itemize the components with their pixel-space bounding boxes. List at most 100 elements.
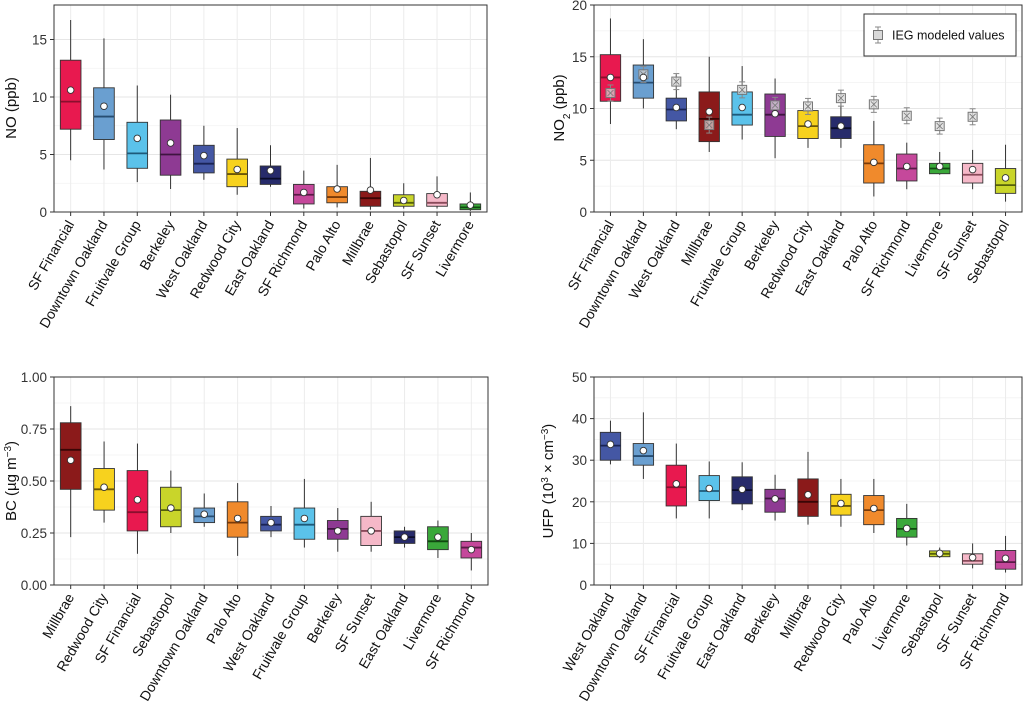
mean-point bbox=[1001, 174, 1010, 182]
mean-point bbox=[333, 185, 341, 193]
mean-point bbox=[903, 162, 911, 171]
mean-point bbox=[400, 533, 409, 541]
modeled-marker-x bbox=[804, 103, 812, 110]
mean-point bbox=[837, 122, 845, 130]
y-axis-title: NO2 (ppb) bbox=[551, 74, 573, 141]
mean-point bbox=[804, 120, 812, 128]
y-tick-label: 15 bbox=[572, 50, 587, 65]
mean-point bbox=[935, 549, 944, 558]
mean-point bbox=[434, 533, 442, 541]
mean-point bbox=[66, 456, 75, 464]
y-tick-label: 40 bbox=[572, 412, 587, 427]
mean-point bbox=[233, 165, 241, 174]
modeled-marker-x bbox=[673, 78, 680, 85]
y-tick-label: 5 bbox=[39, 148, 47, 163]
mean-point bbox=[606, 73, 615, 82]
mean-point bbox=[133, 134, 142, 143]
legend: IEG modeled values bbox=[863, 13, 1017, 57]
modeled-marker-x bbox=[771, 102, 779, 109]
box-group bbox=[896, 107, 918, 190]
box-group bbox=[393, 526, 416, 548]
legend-key-marker bbox=[873, 30, 883, 40]
mean-point bbox=[167, 504, 175, 512]
modeled-marker-x bbox=[936, 122, 943, 130]
y-tick-label: 0 bbox=[579, 578, 587, 593]
mean-point bbox=[870, 158, 878, 167]
y-tick-label: 20 bbox=[572, 0, 587, 13]
modeled-marker-x bbox=[969, 113, 976, 121]
y-tick-label: 10 bbox=[572, 536, 587, 551]
modeled-marker-x bbox=[607, 89, 614, 97]
modeled-marker-x bbox=[738, 86, 746, 94]
mean-point bbox=[903, 524, 911, 533]
box-group bbox=[126, 443, 149, 554]
modeled-marker-x bbox=[870, 101, 878, 108]
y-axis-title: UFP (103 × cm−3) bbox=[540, 424, 558, 539]
mean-point bbox=[166, 139, 175, 147]
box-group bbox=[929, 547, 951, 558]
mean-point bbox=[467, 545, 476, 554]
box-group bbox=[665, 443, 687, 519]
box-group bbox=[731, 66, 753, 140]
y-tick-label: 0.50 bbox=[21, 474, 47, 489]
y-tick-label: 50 bbox=[572, 370, 587, 385]
mean-point bbox=[672, 103, 681, 112]
y-tick-label: 10 bbox=[572, 102, 587, 117]
y-tick-label: 0.25 bbox=[21, 526, 47, 541]
box-group bbox=[293, 478, 316, 548]
box-group bbox=[226, 483, 249, 556]
box-group bbox=[226, 128, 248, 195]
y-tick-label: 5 bbox=[579, 153, 587, 168]
mean-point bbox=[705, 484, 713, 493]
mean-point bbox=[771, 109, 779, 118]
y-tick-label: 15 bbox=[32, 33, 47, 48]
mean-point bbox=[233, 514, 242, 523]
box-group bbox=[126, 85, 149, 183]
box-group bbox=[159, 94, 182, 189]
box-group bbox=[764, 474, 786, 521]
box bbox=[126, 121, 149, 169]
mean-point bbox=[672, 480, 681, 488]
box-group bbox=[193, 493, 216, 527]
mean-point bbox=[705, 107, 713, 116]
mean-point bbox=[133, 495, 142, 504]
box-group bbox=[59, 406, 82, 538]
mean-point bbox=[267, 518, 275, 527]
mean-point bbox=[366, 186, 375, 194]
box-group bbox=[632, 412, 655, 479]
mean-point bbox=[639, 446, 648, 455]
box-group bbox=[359, 157, 382, 210]
mean-point bbox=[606, 440, 615, 449]
mean-point bbox=[738, 485, 746, 494]
box-group bbox=[994, 535, 1017, 573]
box-group bbox=[427, 520, 449, 558]
mean-point bbox=[639, 73, 648, 82]
box bbox=[93, 87, 115, 141]
box-group bbox=[160, 470, 182, 533]
y-tick-label: 20 bbox=[572, 495, 587, 510]
box-group bbox=[764, 78, 786, 159]
modeled-marker-x bbox=[705, 121, 713, 129]
box-group bbox=[698, 56, 720, 152]
box-group bbox=[632, 39, 655, 109]
box-group bbox=[392, 183, 415, 209]
box bbox=[59, 422, 82, 490]
box-group bbox=[961, 543, 984, 569]
box-group bbox=[459, 192, 482, 211]
box-group bbox=[961, 108, 984, 190]
plot-frame bbox=[593, 4, 1023, 213]
box bbox=[259, 165, 282, 185]
box bbox=[293, 507, 316, 540]
box-group bbox=[326, 508, 349, 552]
modeled-marker-x bbox=[837, 94, 845, 102]
mean-point bbox=[935, 162, 944, 171]
mean-point bbox=[837, 499, 845, 508]
box-group bbox=[460, 533, 483, 571]
legend-box bbox=[863, 13, 1017, 57]
y-tick-label: 0 bbox=[39, 205, 47, 220]
box-group bbox=[260, 505, 282, 538]
box-group bbox=[326, 164, 348, 208]
